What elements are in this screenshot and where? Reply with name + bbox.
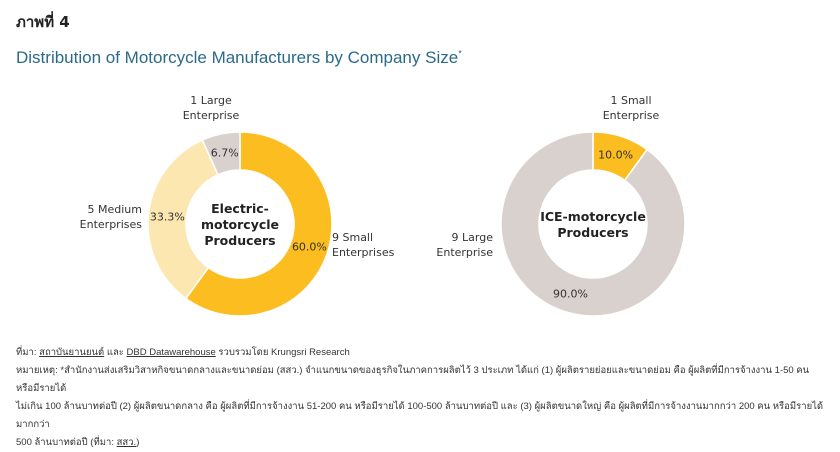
note-line-1: หมายเหตุ: *สำนักงานส่งเสริมวิสาหกิจขนาดก… [16,365,810,394]
note-line-2: ไม่เกิน 100 ล้านบาทต่อปี (2) ผู้ผลิตขนาด… [16,401,824,430]
charts-canvas: 60.0% 9 Small Enterprises 33.3% 5 Medium Ente… [80,94,686,317]
donut-slice [500,131,686,317]
donut-center-label: Producers [204,233,275,248]
slice-category-label: Enterprise [603,109,660,122]
slice-category-label: Enterprise [183,109,240,122]
source-line: ที่มา: สถาบันยานยนต์ และ DBD Datawarehou… [16,344,826,362]
slice-value-label: 6.7% [211,147,239,160]
donut-center-label: Producers [557,225,628,240]
source-link-institute[interactable]: สถาบันยานยนต์ [39,347,105,358]
note-line-3-suffix: ) [136,437,140,448]
note-line-3: 500 ล้านบาทต่อปี (ที่มา: สสว.) [16,434,826,452]
donut-slice [201,131,241,176]
chart-title: Distribution of Motorcycle Manufacturers… [16,48,462,68]
figure-label: ภาพที่ 4 [16,13,70,31]
source-and: และ [104,347,127,358]
slice-category-label: Enterprises [80,218,143,231]
slice-value-label: 10.0% [598,149,633,162]
slice-value-label: 33.3% [150,210,185,223]
note-line-3-prefix: 500 ล้านบาทต่อปี (ที่มา: [16,437,117,448]
donut-center-label: motorcycle [201,217,279,232]
slice-category-label: Enterprise [436,246,493,259]
donut-center-label: ICE-motorcycle [540,209,646,224]
slice-category-label: 1 Large [190,94,232,107]
donut-chart-2: 10.0% 1 Small Enterprise 90.0% 9 Large Enterp… [436,94,686,317]
title-footnote-marker: * [458,48,462,59]
note-link-osmep[interactable]: สสว. [116,437,137,448]
chart-title-text: Distribution of Motorcycle Manufacturers… [16,48,459,67]
source-prefix: ที่มา: [16,347,40,358]
source-link-dbd[interactable]: DBD Datawarehouse [126,347,216,358]
slice-category-label: 5 Medium [88,203,142,216]
slice-category-label: 9 Small [332,231,373,244]
donut-center-label: Electric- [211,201,269,216]
slice-category-label: Enterprises [332,246,395,259]
footnotes: ที่มา: สถาบันยานยนต์ และ DBD Datawarehou… [16,344,826,452]
slice-category-label: 1 Small [610,94,651,107]
donut-slice [184,131,333,317]
donut-slice [147,139,219,300]
slice-value-label: 90.0% [553,287,588,300]
slice-value-label: 60.0% [292,241,327,254]
source-suffix: รวบรวมโดย Krungsri Research [215,347,350,358]
slice-category-label: 9 Large [452,231,494,244]
donut-chart-1: 60.0% 9 Small Enterprises 33.3% 5 Medium Ente… [80,94,395,317]
